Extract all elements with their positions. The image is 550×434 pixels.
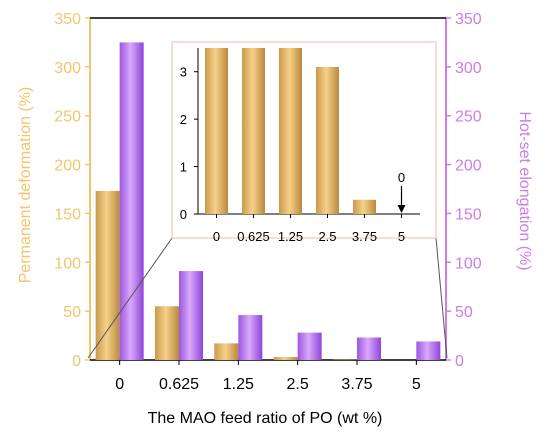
inset-bar (279, 48, 302, 214)
x-tick-label: 5 (412, 376, 421, 393)
left-tick-label: 150 (54, 206, 81, 223)
x-tick-label: 0 (115, 376, 124, 393)
right-tick-label: 200 (455, 158, 482, 175)
x-tick-label: 2.5 (287, 376, 309, 393)
right-tick-label: 50 (455, 304, 473, 321)
x-tick-label: 1.25 (223, 376, 254, 393)
bar-permanent-deformation (95, 190, 120, 360)
left-axis-ticks: 0 50 100 150 200 250 300 350 (54, 11, 90, 370)
bar-hot-set-elongation (179, 271, 203, 360)
inset-x-tick-label: 5 (398, 229, 405, 244)
right-axis-ticks: 0 50 100 150 200 250 300 350 (446, 11, 482, 370)
inset-bar (205, 48, 228, 214)
right-tick-label: 350 (455, 11, 482, 28)
bar-permanent-deformation (155, 306, 179, 360)
right-tick-label: 150 (455, 206, 482, 223)
zoom-connector-left (87, 237, 173, 359)
inset-chart: 0 1 2 3 0 0.625 1.25 2.5 3.75 5 0 (180, 48, 420, 244)
left-tick-label: 0 (72, 353, 81, 370)
left-tick-label: 200 (54, 158, 81, 175)
inset-y-tick-label: 2 (180, 112, 187, 127)
bar-hot-set-elongation (238, 315, 263, 360)
bar-hot-set-elongation (416, 341, 441, 360)
bar-permanent-deformation (214, 343, 239, 360)
main-bars (95, 42, 441, 361)
bar-hot-set-elongation (119, 42, 144, 361)
bar-hot-set-elongation (357, 337, 381, 360)
x-axis-title: The MAO feed ratio of PO (wt %) (148, 410, 383, 427)
right-tick-label: 300 (455, 60, 482, 77)
inset-bar (316, 66, 339, 214)
left-tick-label: 350 (54, 11, 81, 28)
bar-hot-set-elongation (297, 332, 322, 360)
x-tick-label: 3.75 (341, 376, 372, 393)
left-tick-label: 300 (54, 60, 81, 77)
x-tick-label: 0.625 (159, 376, 199, 393)
inset-bar (353, 199, 376, 214)
right-axis-title: Hot-set elongation (%) (516, 111, 533, 270)
inset-x-tick-label: 0.625 (237, 229, 270, 244)
inset-x-tick-label: 0 (213, 229, 220, 244)
x-axis-ticks: 0 0.625 1.25 2.5 3.75 5 (115, 360, 421, 393)
inset-x-tick-label: 3.75 (352, 229, 377, 244)
zoom-connector-right (435, 237, 448, 359)
inset-y-tick-label: 1 (180, 160, 187, 175)
right-tick-label: 250 (455, 109, 482, 126)
left-tick-label: 100 (54, 255, 81, 272)
right-tick-label: 100 (455, 255, 482, 272)
left-tick-label: 50 (63, 304, 81, 321)
bar-permanent-deformation (273, 356, 298, 360)
inset-y-tick-label: 3 (180, 65, 187, 80)
inset-y-tick-label: 0 (180, 207, 187, 222)
inset-x-tick-label: 1.25 (278, 229, 303, 244)
left-tick-label: 250 (54, 109, 81, 126)
zero-arrow-head-icon (397, 205, 406, 213)
right-tick-label: 0 (455, 353, 464, 370)
inset-bar (242, 48, 265, 214)
left-axis-title: Permanent deformation (%) (17, 87, 34, 284)
inset-x-tick-label: 2.5 (318, 229, 336, 244)
zero-annotation: 0 (398, 170, 405, 185)
